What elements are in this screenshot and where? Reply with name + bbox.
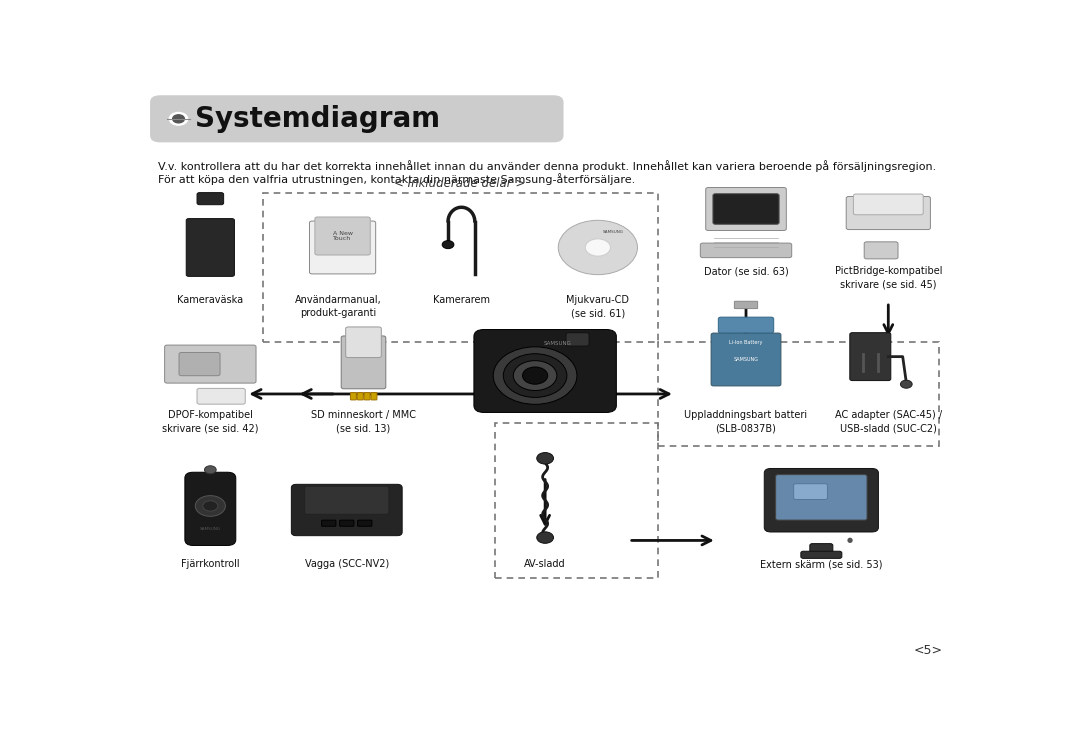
Text: Li-Ion Battery: Li-Ion Battery xyxy=(729,339,762,345)
FancyBboxPatch shape xyxy=(339,520,354,526)
Text: ●: ● xyxy=(847,537,853,543)
Circle shape xyxy=(585,239,610,256)
Text: SD minneskort / MMC
(se sid. 13): SD minneskort / MMC (se sid. 13) xyxy=(311,410,416,433)
Text: Vagga (SCC-NV2): Vagga (SCC-NV2) xyxy=(305,560,389,569)
Circle shape xyxy=(173,115,185,123)
FancyBboxPatch shape xyxy=(357,520,372,526)
FancyBboxPatch shape xyxy=(197,389,245,404)
Text: Mjukvaru-CD
(se sid. 61): Mjukvaru-CD (se sid. 61) xyxy=(566,295,630,319)
FancyBboxPatch shape xyxy=(847,196,930,230)
Text: SAMSUNG: SAMSUNG xyxy=(200,527,220,531)
Text: SAMSUNG: SAMSUNG xyxy=(733,357,758,362)
FancyBboxPatch shape xyxy=(179,353,220,376)
Text: För att köpa den valfria utrustningen, kontakta din närmaste Samsung-återförsälj: För att köpa den valfria utrustningen, k… xyxy=(159,173,636,185)
FancyBboxPatch shape xyxy=(734,301,758,309)
FancyBboxPatch shape xyxy=(718,317,773,333)
Text: < Inkluderade delar >: < Inkluderade delar > xyxy=(394,177,525,190)
FancyBboxPatch shape xyxy=(305,486,389,514)
FancyBboxPatch shape xyxy=(700,243,792,257)
FancyBboxPatch shape xyxy=(315,217,370,255)
Text: Systemdiagram: Systemdiagram xyxy=(195,105,441,133)
Bar xyxy=(264,193,658,342)
Text: Extern skärm (se sid. 53): Extern skärm (se sid. 53) xyxy=(760,560,882,569)
FancyBboxPatch shape xyxy=(197,192,224,204)
Text: Uppladdningsbart batteri
(SLB-0837B): Uppladdningsbart batteri (SLB-0837B) xyxy=(685,410,808,433)
Text: Dator (se sid. 63): Dator (se sid. 63) xyxy=(704,266,788,277)
FancyBboxPatch shape xyxy=(322,520,336,526)
FancyBboxPatch shape xyxy=(713,194,779,225)
FancyBboxPatch shape xyxy=(346,327,381,357)
Circle shape xyxy=(537,453,554,464)
FancyBboxPatch shape xyxy=(186,219,234,276)
Bar xyxy=(495,423,658,577)
Circle shape xyxy=(442,241,454,248)
FancyBboxPatch shape xyxy=(341,336,386,389)
FancyBboxPatch shape xyxy=(864,242,897,259)
Text: PictBridge-kompatibel
skrivare (se sid. 45): PictBridge-kompatibel skrivare (se sid. … xyxy=(835,266,942,289)
Circle shape xyxy=(523,367,548,384)
Text: Kamerarem: Kamerarem xyxy=(433,295,490,305)
Circle shape xyxy=(537,532,554,543)
FancyBboxPatch shape xyxy=(185,472,235,545)
FancyBboxPatch shape xyxy=(801,551,841,558)
FancyBboxPatch shape xyxy=(350,392,356,400)
Circle shape xyxy=(204,466,216,474)
Text: SAMSUNG: SAMSUNG xyxy=(543,341,571,346)
FancyBboxPatch shape xyxy=(853,194,923,215)
FancyBboxPatch shape xyxy=(150,95,564,142)
FancyBboxPatch shape xyxy=(370,392,377,400)
FancyBboxPatch shape xyxy=(566,333,589,346)
FancyBboxPatch shape xyxy=(705,187,786,231)
FancyBboxPatch shape xyxy=(357,392,363,400)
FancyBboxPatch shape xyxy=(850,333,891,380)
Circle shape xyxy=(513,360,557,390)
Text: DPOF-kompatibel
skrivare (se sid. 42): DPOF-kompatibel skrivare (se sid. 42) xyxy=(162,410,258,433)
Circle shape xyxy=(203,501,218,511)
FancyBboxPatch shape xyxy=(765,468,878,532)
FancyBboxPatch shape xyxy=(164,345,256,383)
Circle shape xyxy=(901,380,913,388)
Text: SAMSUNG: SAMSUNG xyxy=(603,230,623,234)
FancyBboxPatch shape xyxy=(474,330,617,413)
Circle shape xyxy=(558,220,637,275)
FancyBboxPatch shape xyxy=(292,484,402,536)
Text: <5>: <5> xyxy=(914,644,943,657)
FancyBboxPatch shape xyxy=(310,221,376,274)
Text: Användarmanual,
produkt-garanti: Användarmanual, produkt-garanti xyxy=(295,295,381,319)
Text: AC adapter (SAC-45) /
USB-sladd (SUC-C2): AC adapter (SAC-45) / USB-sladd (SUC-C2) xyxy=(835,410,942,433)
Text: Fjärrkontroll: Fjärrkontroll xyxy=(181,560,240,569)
FancyBboxPatch shape xyxy=(711,333,781,386)
Text: Kameraväska: Kameraväska xyxy=(177,295,243,305)
FancyBboxPatch shape xyxy=(810,544,833,554)
Bar xyxy=(658,342,939,445)
Text: AV-sladd: AV-sladd xyxy=(524,560,566,569)
FancyBboxPatch shape xyxy=(364,392,370,400)
Circle shape xyxy=(195,495,226,516)
Circle shape xyxy=(170,113,188,125)
Circle shape xyxy=(503,354,567,398)
Text: V.v. kontrollera att du har det korrekta innehållet innan du använder denna prod: V.v. kontrollera att du har det korrekta… xyxy=(159,160,936,172)
FancyBboxPatch shape xyxy=(775,474,867,520)
Text: A New
Touch: A New Touch xyxy=(333,231,352,242)
FancyBboxPatch shape xyxy=(794,483,827,500)
Circle shape xyxy=(494,347,577,404)
